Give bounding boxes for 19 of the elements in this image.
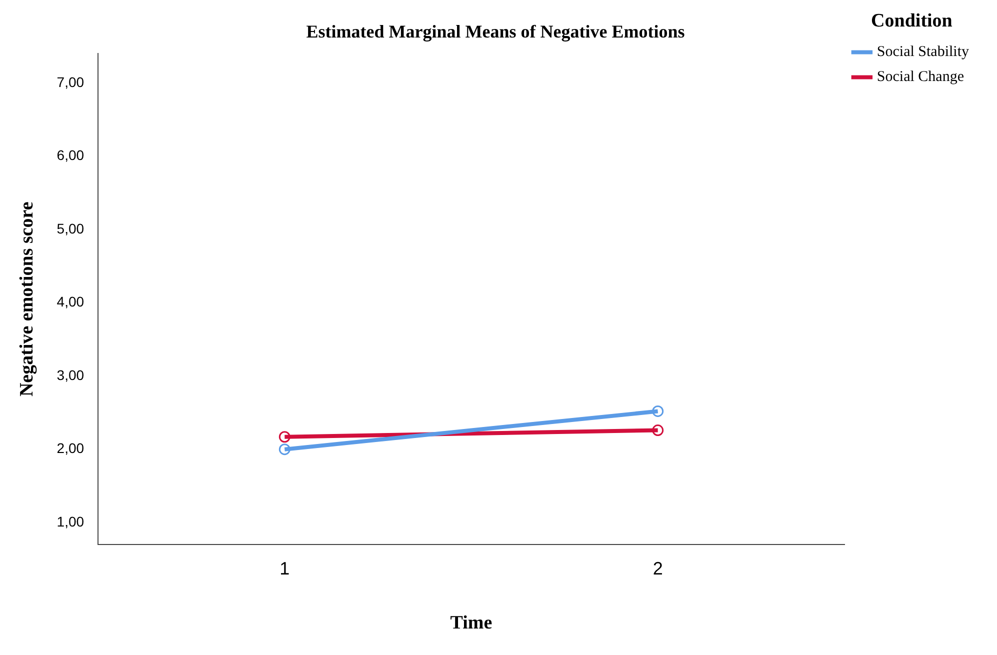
x-axis-title: Time (450, 612, 492, 634)
y-axis-title: Negative emotions score (16, 202, 38, 397)
legend-title: Condition (871, 10, 953, 32)
y-tick-label: 3,00 (56, 366, 84, 383)
x-tick-label: 2 (652, 558, 663, 578)
point (278, 431, 290, 443)
point (652, 405, 664, 417)
x-tick-label: 1 (280, 558, 290, 578)
point (652, 424, 664, 436)
y-tick-label: 2,00 (56, 440, 84, 456)
legend-label: Social Stability (876, 44, 970, 60)
y-tick-label: 1,00 (56, 513, 84, 530)
y-tick-label: 7,00 (56, 74, 84, 90)
point (278, 444, 290, 456)
legend-label: Social Change (876, 69, 964, 86)
y-tick-label: 4,00 (56, 294, 84, 310)
chart-title: Estimated Marginal Means of Negative Emotions (306, 21, 685, 42)
y-tick-label: 6,00 (56, 147, 84, 164)
y-tick-label: 5,00 (56, 220, 84, 236)
